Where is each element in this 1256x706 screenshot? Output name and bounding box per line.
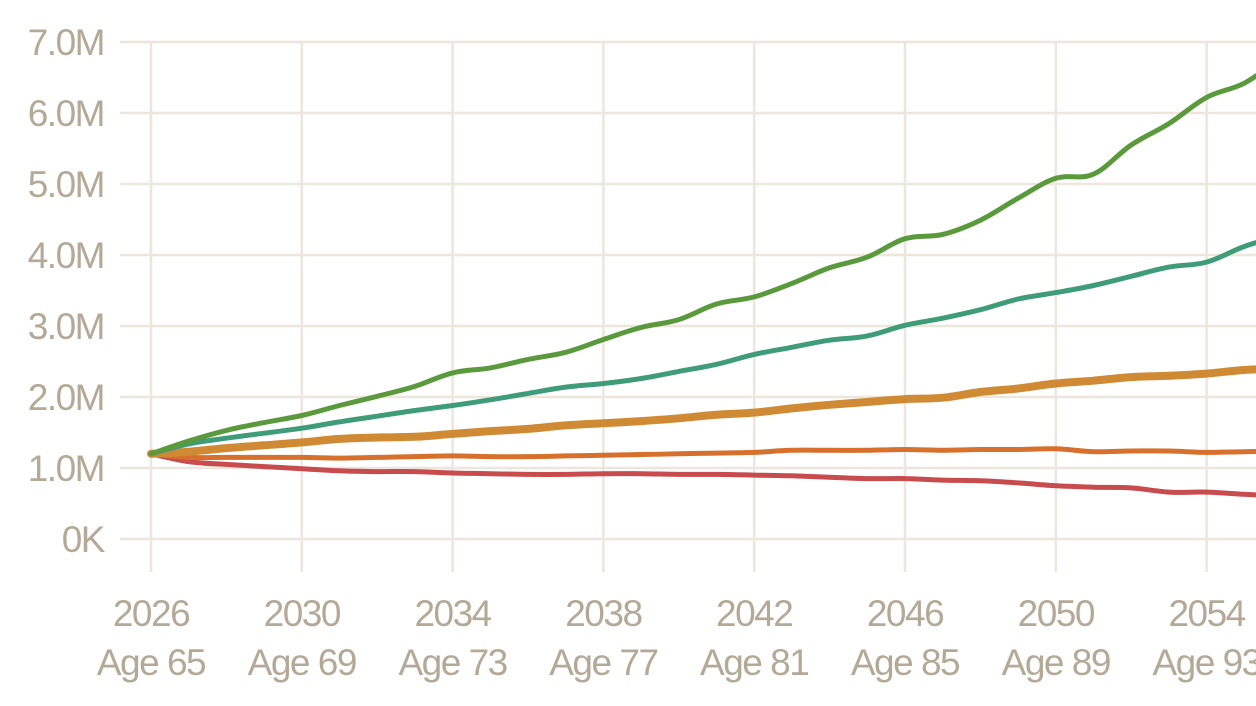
- x-tick-age-label-0: Age 65: [97, 642, 206, 683]
- series-line-2: [147, 365, 1256, 458]
- x-tick-year-label-6: 2050: [1018, 593, 1095, 634]
- series-line-3: [148, 446, 1256, 461]
- x-tick-year-label-1: 2030: [264, 593, 341, 634]
- x-axis-tick-labels: 2026 Age 65 2030 Age 69 2034 Age 73 2038 Age 77…: [97, 593, 1256, 683]
- x-tick-year-label-4: 2042: [716, 593, 792, 634]
- y-tick-label-0: 0K: [62, 519, 106, 560]
- x-tick-age-label-3: Age 77: [549, 642, 657, 683]
- x-tick-year-label-7: 2054: [1168, 593, 1245, 634]
- x-tick-age-label-6: Age 89: [1002, 642, 1110, 683]
- series-line-1: [148, 240, 1256, 457]
- x-tick-age-label-5: Age 85: [851, 642, 960, 683]
- x-tick-year-label-3: 2038: [565, 593, 641, 634]
- y-tick-label-7: 7.0M: [28, 22, 104, 63]
- x-tick-year-label-0: 2026: [113, 593, 189, 634]
- y-tick-label-6: 6.0M: [28, 93, 104, 134]
- y-tick-label-4: 4.0M: [28, 235, 104, 276]
- x-tick-year-label-5: 2046: [867, 593, 943, 634]
- y-tick-label-2: 2.0M: [28, 377, 104, 418]
- x-tick-age-label-2: Age 73: [398, 642, 506, 683]
- grid-layer: [120, 40, 1256, 572]
- series-layer: [147, 73, 1256, 498]
- x-tick-age-label-7: Age 93: [1152, 642, 1256, 683]
- series-line-0: [148, 73, 1256, 457]
- y-tick-label-3: 3.0M: [28, 306, 104, 347]
- y-tick-label-1: 1.0M: [28, 448, 104, 489]
- series-line-4: [148, 451, 1256, 498]
- y-tick-label-5: 5.0M: [28, 164, 104, 205]
- x-tick-age-label-1: Age 69: [248, 642, 356, 683]
- x-tick-year-label-2: 2034: [414, 593, 491, 634]
- x-tick-age-label-4: Age 81: [700, 642, 808, 683]
- y-axis-tick-labels: 0K 1.0M 2.0M 3.0M 4.0M 5.0M 6.0M 7.0M: [28, 22, 108, 560]
